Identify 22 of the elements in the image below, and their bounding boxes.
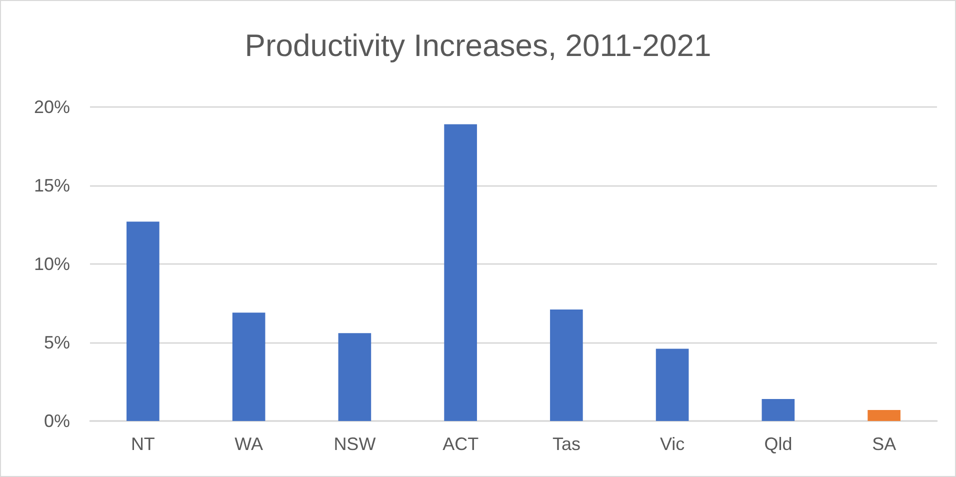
x-tick-label: NSW xyxy=(334,434,376,454)
y-tick-label: 0% xyxy=(44,411,70,431)
x-tick-label: ACT xyxy=(442,434,479,454)
bar xyxy=(656,348,689,421)
bar xyxy=(868,410,900,421)
bar xyxy=(232,312,266,421)
x-tick-label: Qld xyxy=(764,434,792,454)
y-tick-label: 5% xyxy=(44,332,70,352)
x-tick-label: Tas xyxy=(552,434,580,454)
bar xyxy=(550,310,583,421)
x-tick-label: WA xyxy=(234,434,263,454)
bar xyxy=(338,333,372,421)
bar xyxy=(444,124,477,421)
x-tick-label: Vic xyxy=(660,434,685,454)
x-tick-label: SA xyxy=(872,434,896,454)
x-tick-label: NT xyxy=(130,434,155,454)
y-tick-label: 10% xyxy=(34,254,70,274)
bar xyxy=(762,399,795,421)
chart-title: Productivity Increases, 2011-2021 xyxy=(244,28,712,63)
y-tick-label: 20% xyxy=(34,97,70,117)
bar xyxy=(126,222,160,421)
y-tick-label: 15% xyxy=(34,176,70,196)
